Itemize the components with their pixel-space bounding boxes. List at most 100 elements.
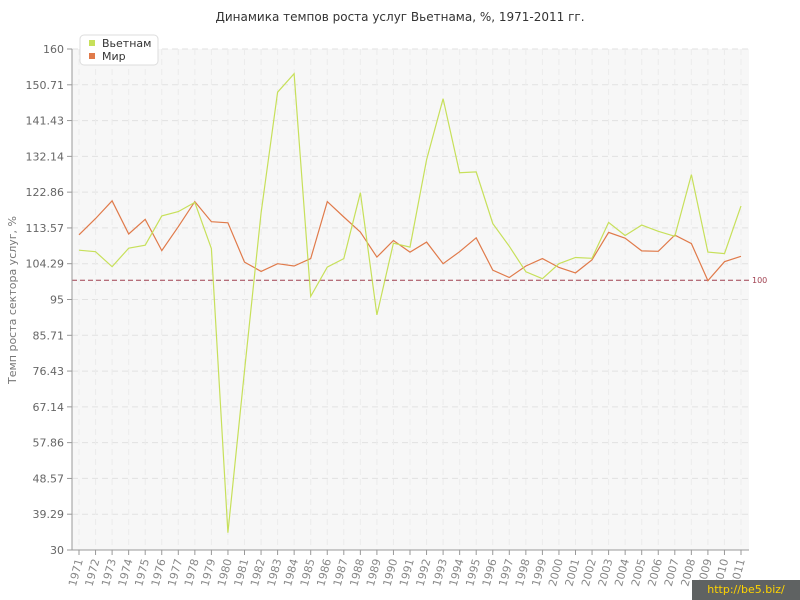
data-point[interactable] — [524, 270, 527, 273]
data-point[interactable] — [177, 210, 180, 213]
data-point[interactable] — [293, 72, 296, 75]
data-point[interactable] — [557, 262, 560, 265]
legend-item-label[interactable]: Мир — [102, 50, 126, 63]
data-point[interactable] — [690, 173, 693, 176]
legend-swatch — [89, 53, 95, 59]
data-point[interactable] — [541, 277, 544, 280]
data-point[interactable] — [508, 276, 511, 279]
data-point[interactable] — [342, 216, 345, 219]
data-point[interactable] — [723, 252, 726, 255]
data-point[interactable] — [409, 251, 412, 254]
data-point[interactable] — [375, 256, 378, 259]
data-point[interactable] — [276, 262, 279, 265]
y-tick-label: 113.57 — [26, 222, 65, 235]
data-point[interactable] — [359, 191, 362, 194]
data-point[interactable] — [326, 200, 329, 203]
data-point[interactable] — [673, 235, 676, 238]
y-tick-label: 141.43 — [26, 115, 65, 128]
y-tick-label: 85.71 — [33, 329, 65, 342]
data-point[interactable] — [226, 531, 229, 534]
data-point[interactable] — [193, 201, 196, 204]
data-point[interactable] — [342, 257, 345, 260]
data-point[interactable] — [392, 242, 395, 245]
data-point[interactable] — [557, 266, 560, 269]
legend-swatch — [89, 40, 95, 46]
data-point[interactable] — [94, 217, 97, 220]
data-point[interactable] — [260, 211, 263, 214]
data-point[interactable] — [425, 241, 428, 244]
data-point[interactable] — [127, 232, 130, 235]
data-point[interactable] — [78, 233, 81, 236]
reference-line-label: 100 — [752, 276, 767, 285]
data-point[interactable] — [607, 221, 610, 224]
data-point[interactable] — [160, 214, 163, 217]
data-point[interactable] — [475, 236, 478, 239]
y-tick-label: 95 — [50, 294, 64, 307]
data-point[interactable] — [690, 242, 693, 245]
data-point[interactable] — [740, 255, 743, 258]
data-point[interactable] — [144, 244, 147, 247]
data-point[interactable] — [541, 257, 544, 260]
legend-item-label[interactable]: Вьетнам — [102, 37, 151, 50]
data-point[interactable] — [111, 265, 114, 268]
y-axis-label: Темп роста сектора услуг, % — [6, 216, 19, 385]
data-point[interactable] — [508, 245, 511, 248]
data-point[interactable] — [293, 264, 296, 267]
data-point[interactable] — [657, 250, 660, 253]
data-point[interactable] — [210, 220, 213, 223]
data-point[interactable] — [144, 218, 147, 221]
data-point[interactable] — [524, 264, 527, 267]
series-line — [78, 199, 742, 282]
data-point[interactable] — [640, 249, 643, 252]
data-point[interactable] — [226, 221, 229, 224]
y-tick-label: 132.14 — [26, 150, 65, 163]
data-point[interactable] — [276, 91, 279, 94]
series-layer — [78, 72, 743, 534]
data-point[interactable] — [78, 249, 81, 252]
data-point[interactable] — [326, 266, 329, 269]
data-point[interactable] — [111, 199, 114, 202]
data-point[interactable] — [375, 313, 378, 316]
data-point[interactable] — [309, 295, 312, 298]
data-point[interactable] — [260, 270, 263, 273]
data-point[interactable] — [574, 256, 577, 259]
data-point[interactable] — [607, 231, 610, 234]
data-point[interactable] — [491, 222, 494, 225]
data-point[interactable] — [160, 249, 163, 252]
data-point[interactable] — [309, 257, 312, 260]
data-point[interactable] — [127, 247, 130, 250]
data-point[interactable] — [210, 247, 213, 250]
data-point[interactable] — [657, 230, 660, 233]
data-point[interactable] — [640, 224, 643, 227]
data-point[interactable] — [177, 225, 180, 228]
data-point[interactable] — [574, 271, 577, 274]
watermark: http://be5.biz/ — [692, 580, 800, 600]
y-tick-label: 39.29 — [33, 508, 65, 521]
data-point[interactable] — [706, 251, 709, 254]
y-tick-label: 48.57 — [33, 472, 65, 485]
data-point[interactable] — [740, 204, 743, 207]
data-point[interactable] — [706, 279, 709, 282]
y-tick-label: 30 — [50, 544, 64, 557]
data-point[interactable] — [359, 231, 362, 234]
data-point[interactable] — [491, 269, 494, 272]
data-point[interactable] — [458, 171, 461, 174]
data-point[interactable] — [458, 250, 461, 253]
data-point[interactable] — [409, 246, 412, 249]
data-point[interactable] — [392, 239, 395, 242]
data-point[interactable] — [591, 257, 594, 260]
data-point[interactable] — [94, 250, 97, 253]
data-point[interactable] — [723, 260, 726, 263]
data-point[interactable] — [243, 369, 246, 372]
y-tick-label: 160 — [43, 43, 64, 56]
data-point[interactable] — [624, 234, 627, 237]
data-point[interactable] — [442, 262, 445, 265]
data-point[interactable] — [475, 170, 478, 173]
data-point[interactable] — [425, 158, 428, 161]
data-point[interactable] — [243, 261, 246, 264]
data-point[interactable] — [624, 237, 627, 240]
reference-layer: 100 — [72, 276, 767, 285]
data-point[interactable] — [442, 97, 445, 100]
